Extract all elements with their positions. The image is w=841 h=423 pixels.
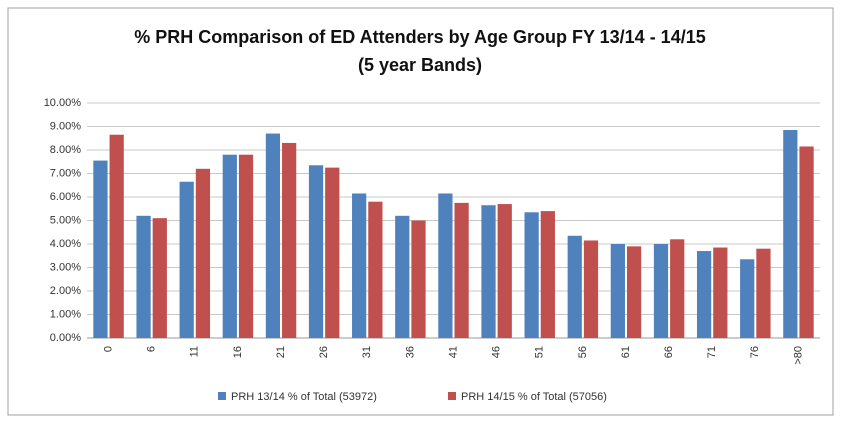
bar — [109, 134, 124, 338]
legend-label: PRH 14/15 % of Total (57056) — [461, 391, 607, 403]
chart-title: (5 year Bands) — [358, 55, 482, 75]
bar — [136, 215, 151, 338]
bar — [696, 251, 712, 338]
bar — [740, 259, 755, 338]
legend-swatch — [218, 392, 226, 400]
bar — [308, 165, 324, 338]
bar — [497, 204, 512, 338]
y-tick-label: 10.00% — [44, 97, 82, 109]
legend-label: PRH 13/14 % of Total (53972) — [231, 391, 377, 403]
x-tick-label: 0 — [102, 346, 114, 352]
x-tick-label: 76 — [749, 346, 761, 358]
bar — [265, 133, 281, 338]
bar — [93, 160, 108, 338]
y-tick-label: 6.00% — [50, 191, 81, 203]
bar — [454, 202, 469, 338]
bar — [524, 212, 539, 338]
bar — [352, 193, 367, 338]
x-tick-label: 21 — [275, 346, 287, 358]
chart-border — [7, 7, 834, 416]
x-tick-label: 31 — [361, 346, 373, 358]
bar — [282, 142, 297, 338]
bar — [670, 239, 685, 338]
x-tick-label: 51 — [534, 346, 546, 358]
bar — [610, 244, 625, 338]
y-tick-label: 9.00% — [50, 120, 81, 132]
bar — [438, 193, 453, 338]
x-tick-label: 6 — [146, 346, 158, 352]
y-tick-label: 8.00% — [50, 144, 81, 156]
bar — [783, 130, 798, 338]
x-tick-label: 36 — [404, 346, 416, 358]
bar — [540, 211, 555, 338]
x-tick-label: >80 — [792, 346, 804, 365]
y-tick-label: 4.00% — [50, 238, 81, 250]
bar — [368, 201, 383, 338]
x-tick-label: 16 — [232, 346, 244, 358]
x-tick-label: 11 — [189, 346, 201, 357]
bar — [411, 220, 426, 338]
bar — [325, 167, 340, 338]
y-tick-label: 2.00% — [50, 285, 81, 297]
x-tick-label: 56 — [577, 346, 589, 358]
bar — [713, 247, 728, 338]
bar — [756, 248, 771, 338]
y-tick-label: 1.00% — [50, 308, 81, 320]
bar — [653, 244, 669, 338]
legend-swatch — [448, 392, 456, 400]
bar — [395, 215, 410, 338]
bar — [481, 205, 496, 338]
bar — [195, 168, 211, 338]
bar — [567, 235, 582, 338]
x-tick-label: 26 — [318, 346, 330, 358]
bar — [152, 218, 167, 338]
y-tick-label: 7.00% — [50, 167, 81, 179]
y-tick-label: 0.00% — [50, 332, 81, 344]
y-tick-label: 5.00% — [50, 214, 81, 226]
bar — [583, 240, 599, 338]
bar — [799, 146, 814, 338]
bar — [222, 154, 237, 338]
y-tick-label: 3.00% — [50, 261, 81, 273]
chart-title: % PRH Comparison of ED Attenders by Age … — [134, 27, 705, 47]
x-tick-label: 71 — [706, 346, 718, 358]
x-tick-label: 61 — [620, 346, 632, 358]
x-tick-label: 66 — [663, 346, 675, 358]
x-tick-label: 46 — [491, 346, 503, 358]
bar — [179, 181, 194, 338]
bar — [626, 246, 642, 338]
bar — [238, 154, 254, 338]
x-tick-label: 41 — [447, 346, 459, 358]
